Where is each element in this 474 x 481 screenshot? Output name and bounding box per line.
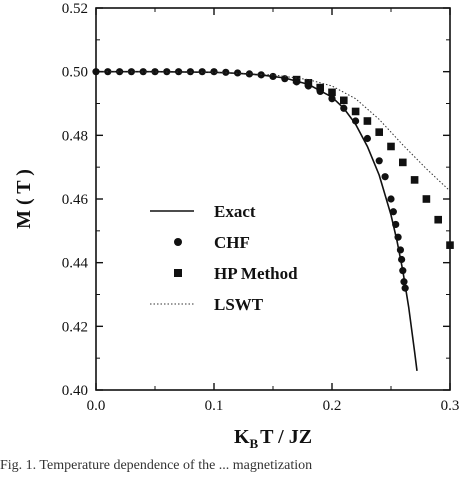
series-chf-point	[375, 157, 383, 165]
series-lswt-line	[95, 71, 451, 192]
series-chf-point	[234, 69, 242, 77]
series-hp-method-point	[410, 176, 419, 184]
x-tick-label: 0.3	[441, 398, 460, 414]
x-tick-label: 0.0	[87, 398, 106, 414]
series-chf-point	[352, 117, 360, 125]
series-chf-point	[396, 246, 405, 254]
series-chf-point	[151, 68, 159, 76]
x-axis-title-subscript: B	[250, 436, 259, 451]
series-chf-point	[210, 68, 218, 76]
series-hp-method-point	[304, 79, 313, 87]
series-hp-method-point	[422, 195, 431, 203]
series-chf-point	[222, 68, 230, 76]
series-chf-point	[399, 267, 407, 275]
series-chf-point	[398, 255, 406, 264]
figure-caption: Fig. 1. Temperature dependence of the ..…	[0, 458, 313, 473]
series-hp-method-point	[399, 158, 407, 167]
series-chf-point	[198, 68, 206, 76]
legend-lswt-label: LSWT	[214, 295, 264, 314]
series-chf-point	[186, 68, 194, 76]
legend-hp-marker	[174, 269, 182, 277]
series-chf-point	[387, 195, 395, 203]
series-hp-method-point	[316, 83, 324, 92]
series-hp-method-point	[351, 107, 360, 116]
x-axis: 0.0 0.1 0.2 0.3	[87, 8, 460, 414]
series-chf-point	[400, 278, 408, 286]
series-chf-point	[340, 104, 348, 112]
y-tick-label: 0.44	[62, 256, 89, 272]
legend: Exact CHF HP Method LSWT	[150, 202, 298, 314]
series-chf-point	[401, 284, 409, 292]
legend-exact-label: Exact	[214, 202, 256, 221]
chart: 0.0 0.1 0.2 0.3 0.40 0.42 0.44 0.46 0.48 0.50 0.5…	[13, 1, 460, 451]
series-exact-line	[96, 70, 418, 371]
series-chf-point	[116, 68, 124, 76]
legend-hp-label: HP Method	[214, 264, 298, 283]
series-chf-point	[389, 208, 397, 216]
series-hp-method-point	[434, 215, 442, 224]
series-chf-point	[381, 173, 389, 181]
series-hp-method-point	[375, 128, 383, 136]
y-tick-label: 0.40	[62, 383, 88, 399]
plot-area	[92, 68, 454, 371]
x-tick-label: 0.2	[323, 398, 342, 414]
y-tick-label: 0.42	[62, 319, 88, 335]
plot-frame	[95, 7, 451, 391]
series-chf-point	[245, 70, 253, 78]
series-chf-point	[363, 134, 371, 143]
y-tick-label: 0.52	[62, 1, 88, 17]
x-axis-title-rest: T / JZ	[260, 426, 312, 448]
series-hp-method-point	[292, 75, 301, 84]
series-chf-point	[269, 72, 277, 81]
series-chf-point	[392, 220, 400, 229]
y-axis: 0.40 0.42 0.44 0.46 0.48 0.50 0.52	[62, 1, 450, 399]
y-axis-title: M ( T )	[13, 169, 35, 229]
legend-chf-label: CHF	[214, 233, 250, 252]
series-hp-method-point	[363, 117, 372, 125]
y-tick-label: 0.48	[62, 128, 88, 144]
series-chf-point	[328, 95, 336, 103]
y-tick-label: 0.46	[62, 192, 89, 208]
x-axis-title-k: K	[234, 426, 250, 448]
x-axis-title: KB T / JZ	[234, 426, 312, 451]
x-tick-label: 0.1	[205, 398, 224, 414]
series-hp-method-point	[340, 96, 348, 105]
series-hp-method-point	[387, 142, 395, 151]
series-chf-point	[175, 68, 183, 76]
legend-chf-marker	[174, 238, 182, 246]
series-hp-method-point	[328, 88, 336, 97]
series-chf-point	[394, 233, 402, 241]
y-tick-label: 0.50	[62, 65, 88, 81]
series-chf-point	[139, 68, 147, 76]
series-chf-point	[281, 75, 289, 83]
